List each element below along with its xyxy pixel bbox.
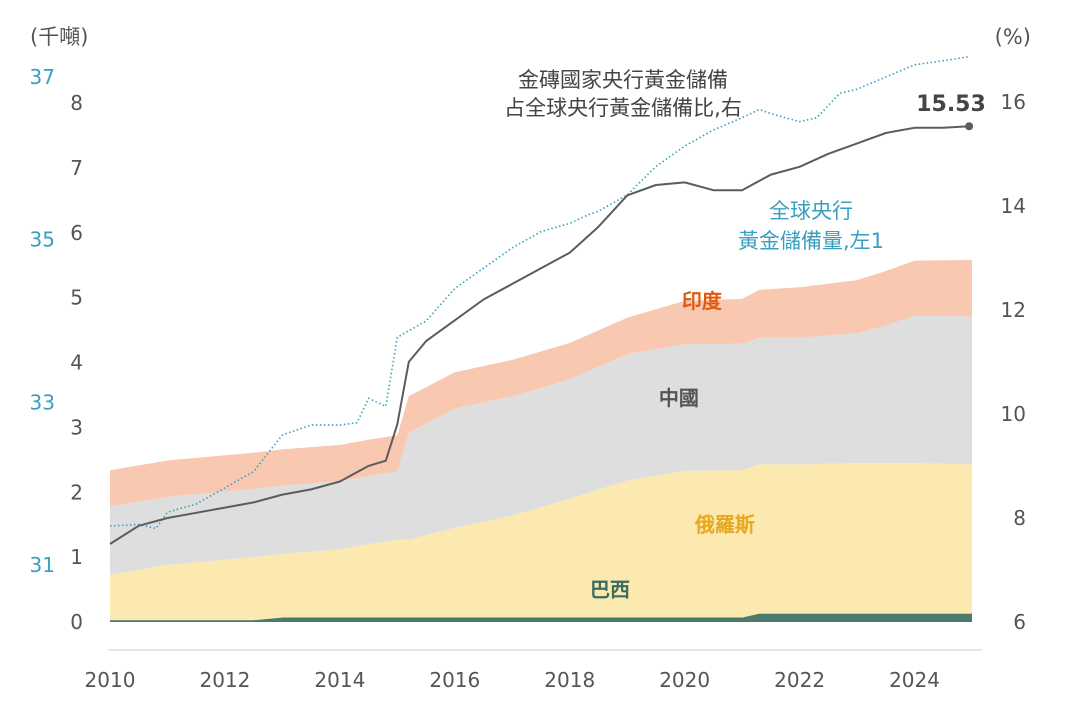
- left-tick-label: 5: [70, 286, 83, 310]
- right-tick-label: 10: [1001, 402, 1026, 426]
- right-tick-labels: 6 8 10 12 14 16: [1001, 90, 1026, 634]
- x-tick-label: 2020: [659, 668, 710, 692]
- left-tick-labels: 0 1 2 3 4 5 6 7 8: [70, 91, 83, 634]
- area-3: [110, 260, 972, 507]
- left-axis-unit: (千噸): [30, 25, 88, 49]
- left-tick-label: 0: [70, 610, 83, 634]
- x-tick-label: 2010: [85, 668, 136, 692]
- area-1: [110, 463, 972, 621]
- left-tick-label: 6: [70, 221, 83, 245]
- series-label: 巴西: [590, 578, 630, 602]
- left-tick-label: 3: [70, 415, 83, 439]
- right-axis-unit: (%): [995, 25, 1031, 49]
- x-tick-label: 2014: [314, 668, 365, 692]
- x-tick-label: 2016: [429, 668, 480, 692]
- left-tick-label: 1: [70, 545, 83, 569]
- x-tick-label: 2024: [889, 668, 940, 692]
- series-label: 俄羅斯: [694, 513, 755, 537]
- series-label: 中國: [659, 386, 699, 410]
- global-reserves-label: 全球央行: [769, 199, 853, 223]
- series-labels: 巴西 俄羅斯 中國 印度 金磚國家央行黃金儲備占全球央行黃金儲備比,右全球央行黃金儲備量…: [504, 68, 986, 602]
- stacked-areas: [110, 260, 972, 622]
- brics-share-label: 占全球央行黃金儲備比,右: [504, 96, 742, 120]
- brics-share-end-point: [965, 122, 974, 131]
- lines: [109, 55, 974, 545]
- right-tick-label: 8: [1013, 506, 1026, 530]
- left-tick-label: 8: [70, 91, 83, 115]
- right-tick-label: 14: [1001, 194, 1026, 218]
- left1-tick-labels: 31 33 35 37: [30, 65, 55, 577]
- left1-tick-label: 35: [30, 228, 55, 252]
- left1-tick-label: 33: [30, 390, 55, 414]
- x-tick-label: 2018: [544, 668, 595, 692]
- area-2: [110, 315, 972, 575]
- left-tick-label: 2: [70, 480, 83, 504]
- global-reserves-label: 黃金儲備量,左1: [738, 229, 884, 253]
- brics-share-label: 金磚國家央行黃金儲備: [518, 68, 728, 92]
- right-tick-label: 16: [1001, 90, 1026, 114]
- left-tick-label: 7: [70, 156, 83, 180]
- series-label: 印度: [682, 289, 723, 313]
- global-reserves-line: [109, 55, 970, 530]
- brics-share-line: [109, 125, 970, 545]
- right-tick-label: 12: [1001, 298, 1026, 322]
- left1-tick-label: 37: [30, 65, 55, 89]
- x-tick-label: 2022: [774, 668, 825, 692]
- area-0: [110, 613, 972, 622]
- end-value-label: 15.53: [916, 92, 986, 117]
- left1-tick-label: 31: [30, 553, 55, 577]
- right-tick-label: 6: [1013, 610, 1026, 634]
- x-tick-label: 2012: [199, 668, 250, 692]
- x-tick-labels: 2010 2012 2014 2016 2018 2020 2022 2024: [85, 668, 940, 692]
- left-tick-label: 4: [70, 351, 83, 375]
